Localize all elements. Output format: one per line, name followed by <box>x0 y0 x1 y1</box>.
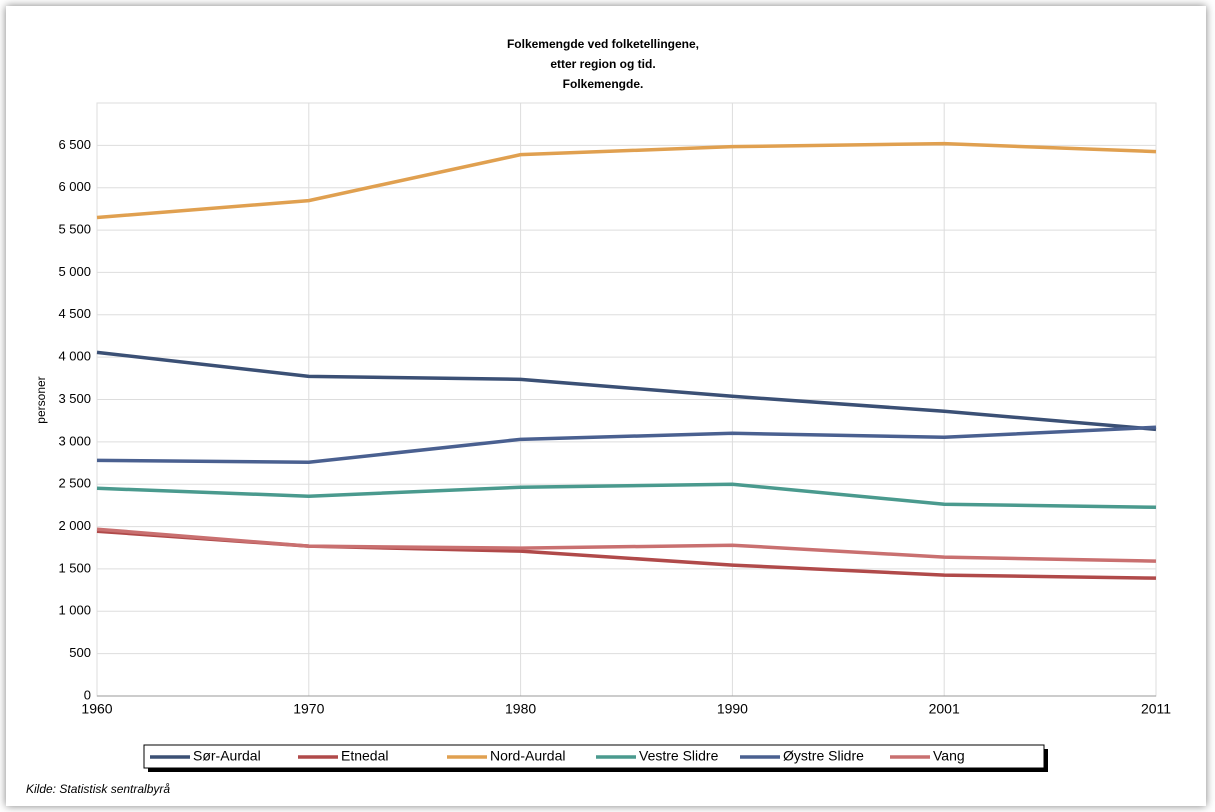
frame <box>6 6 1206 806</box>
x-tick-label: 2011 <box>1141 701 1171 717</box>
x-tick-label: 1980 <box>505 701 536 717</box>
x-tick-label: 2001 <box>929 701 960 717</box>
y-axis-label: personer <box>34 376 48 423</box>
y-tick-label: 2 500 <box>58 476 91 491</box>
y-tick-label: 3 000 <box>58 433 91 448</box>
legend-label: Øystre Slidre <box>783 748 864 764</box>
x-tick-label: 1970 <box>293 701 324 717</box>
line <box>96 425 1157 465</box>
line <box>96 141 1157 220</box>
x-tick-label: 1990 <box>717 701 748 717</box>
line <box>96 527 1157 563</box>
y-tick-label: 1 500 <box>58 560 91 575</box>
y-tick-label: 1 000 <box>58 603 91 618</box>
y-tick-label: 6 000 <box>58 179 91 194</box>
y-tick-label: 500 <box>69 645 91 660</box>
y-tick-label: 6 500 <box>58 137 91 152</box>
chart-title: Folkemengde. <box>563 77 644 91</box>
y-tick-label: 4 500 <box>58 306 91 321</box>
line <box>96 529 1157 580</box>
legend-label: Nord-Aurdal <box>490 748 565 764</box>
y-tick-label: 2 000 <box>58 518 91 533</box>
legend-box <box>143 744 1045 769</box>
source: Kilde: Statistisk sentralbyrå <box>26 782 170 796</box>
line <box>96 482 1157 510</box>
y-tick-label: 3 500 <box>58 391 91 406</box>
legend-label: Sør-Aurdal <box>193 748 261 764</box>
y-tick-label: 0 <box>84 687 91 702</box>
chart-title: Folkemengde ved folketellingene, <box>507 37 699 51</box>
chart-title: etter region og tid. <box>550 57 655 71</box>
legend-label: Etnedal <box>341 748 388 764</box>
y-tick-label: 5 500 <box>58 222 91 237</box>
line <box>96 350 1157 432</box>
x-tick-label: 1960 <box>81 701 112 717</box>
y-tick-label: 4 000 <box>58 349 91 364</box>
legend-label: Vestre Slidre <box>639 748 719 764</box>
y-tick-label: 5 000 <box>58 264 91 279</box>
legend-label: Vang <box>933 748 965 764</box>
